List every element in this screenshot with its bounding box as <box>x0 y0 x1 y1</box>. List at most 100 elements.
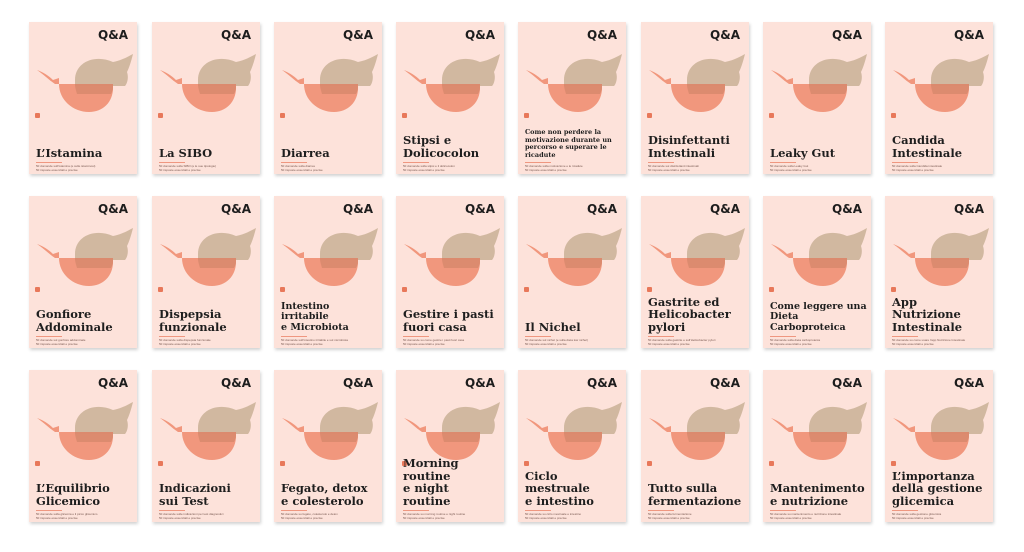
qa-badge: Q&A <box>343 202 373 216</box>
qa-cover-card[interactable]: Q&A Tutto sulla fermentazione 50 domande su… <box>641 370 749 522</box>
qa-cover-card[interactable]: Q&A Il Nichel 50 domande sul nichel (e sul… <box>518 196 626 348</box>
cover-title-line: sui Test <box>159 493 209 508</box>
cover-subtitle: 50 domande sulla SIBO (e le sue tipologi… <box>159 164 254 172</box>
speech-bubbles-icon <box>404 54 500 112</box>
cover-title: Candida Intestinale <box>892 119 989 159</box>
brand-mark-icon <box>891 287 896 292</box>
cover-subtitle-line: 50 domande sulla glicemia e il picco gli… <box>36 512 98 516</box>
qa-cover-card[interactable]: Q&A Ciclo mestruale e intestino 50 domande … <box>518 370 626 522</box>
brand-mark-icon <box>402 287 407 292</box>
cover-subtitle-line: 50 risposte essenziali e precise <box>36 342 78 346</box>
qa-cover-card[interactable]: Q&A Indicazioni sui Test 50 domande sulle i… <box>152 370 260 522</box>
brand-mark-icon <box>402 113 407 118</box>
speech-bubbles-icon <box>649 228 745 286</box>
brand-mark-icon <box>647 461 652 466</box>
brand-logo <box>647 113 652 118</box>
cover-title-line: Il Nichel <box>525 319 581 334</box>
speech-bubbles-icon <box>526 402 622 460</box>
brand-mark-icon <box>158 287 163 292</box>
speech-bubbles-icon <box>160 402 256 460</box>
cover-title-line: pylori <box>648 319 686 334</box>
brand-mark-icon <box>35 113 40 118</box>
qa-badge: Q&A <box>98 376 128 390</box>
brand-mark-icon <box>280 287 285 292</box>
qa-badge: Q&A <box>221 376 251 390</box>
brand-logo <box>647 287 652 292</box>
qa-cover-card[interactable]: Q&A Gastrite ed Helicobacter pylori 50 doman… <box>641 196 749 348</box>
cover-subtitle-line: 50 risposte essenziali e precise <box>770 342 812 346</box>
cover-title-line: e nutrizione <box>770 493 849 508</box>
cover-title-line: Addominale <box>36 319 113 334</box>
qa-cover-card[interactable]: Q&A Candida Intestinale 50 domande sulla Ca… <box>885 22 993 174</box>
qa-cover-card[interactable]: Q&A Dispepsia funzionale 50 domande sulla d… <box>152 196 260 348</box>
cover-title-line: Gastrite ed <box>648 294 720 309</box>
qa-cover-card[interactable]: Q&A App Nutrizione Intestinale 50 domande s… <box>885 196 993 348</box>
qa-badge: Q&A <box>465 376 495 390</box>
qa-cover-card[interactable]: Q&A Morning routine e night routine 50 doma… <box>396 370 504 522</box>
qa-cover-card[interactable]: Q&A Leaky Gut 50 domande sulla Leaky Gut 50… <box>763 22 871 174</box>
qa-cover-card[interactable]: Q&A L’Equilibrio Glicemico 50 domande sulla… <box>29 370 137 522</box>
brand-mark-icon <box>769 461 774 466</box>
qa-badge: Q&A <box>221 202 251 216</box>
divider <box>648 510 674 511</box>
brand-logo <box>769 461 774 466</box>
cover-title: Gonfiore Addominale <box>36 293 133 333</box>
qa-cover-card[interactable]: Q&A L’importanza della gestione glicemica 50… <box>885 370 993 522</box>
qa-cover-card[interactable]: Q&A Intestino irritabile e Microbiota 50 do… <box>274 196 382 348</box>
cover-title-line: Candida <box>892 133 945 147</box>
cover-subtitle-line: 50 domande sulla Leaky Gut <box>770 164 809 168</box>
cover-subtitle-line: 50 domande su ciclo mestruale e intestin… <box>525 512 582 516</box>
cover-title-line: Intestinali <box>648 145 716 160</box>
cover-title: Diarrea <box>281 119 378 159</box>
cover-subtitle-line: 50 domande sulle indicazioni per test di… <box>159 512 224 516</box>
cover-subtitle: 50 domande su come usare l'app Nutrizion… <box>892 338 987 346</box>
qa-cover-card[interactable]: Q&A Come non perdere la motivazione durant… <box>518 22 626 174</box>
divider <box>159 510 185 511</box>
cover-title: L’Equilibrio Glicemico <box>36 467 133 507</box>
brand-mark-icon <box>35 287 40 292</box>
qa-cover-card[interactable]: Q&A Disinfettanti Intestinali 50 domande su… <box>641 22 749 174</box>
cover-title-line: Intestino irritabile <box>281 300 330 322</box>
qa-cover-card[interactable]: Q&A Diarrea 50 domande sulla diarrea 50 ris… <box>274 22 382 174</box>
qa-badge: Q&A <box>343 28 373 42</box>
cover-subtitle-line: 50 risposte essenziali e precise <box>159 516 201 520</box>
qa-cover-card[interactable]: Q&A Gonfiore Addominale 50 domande sul gonf… <box>29 196 137 348</box>
brand-logo <box>891 461 896 466</box>
cover-title: Come leggere una Dieta Carboproteica <box>770 293 867 333</box>
speech-bubbles-icon <box>771 54 867 112</box>
brand-mark-icon <box>280 461 285 466</box>
cover-subtitle-line: 50 risposte essenziali e precise <box>525 516 567 520</box>
cover-subtitle-line: 50 domande sull'istamina (e sulle istami… <box>36 164 96 168</box>
qa-cover-card[interactable]: Q&A Mantenimento e nutrizione 50 domande su… <box>763 370 871 522</box>
cover-subtitle: 50 domande sulla dispepsia funzionale 50 … <box>159 338 254 346</box>
cover-subtitle: 50 domande sulla diarrea 50 risposte esse… <box>281 164 376 172</box>
brand-mark-icon <box>158 113 163 118</box>
qa-cover-card[interactable]: Q&A Come leggere una Dieta Carboproteica 50… <box>763 196 871 348</box>
speech-bubbles-icon <box>526 228 622 286</box>
qa-badge: Q&A <box>832 202 862 216</box>
speech-bubbles-icon <box>404 228 500 286</box>
brand-mark-icon <box>769 287 774 292</box>
qa-badge: Q&A <box>832 28 862 42</box>
cover-subtitle: 50 domande su fegato, colesterolo e deto… <box>281 512 376 520</box>
cover-subtitle: 50 domande sulla dieta carboproteica 50 r… <box>770 338 865 346</box>
qa-cover-card[interactable]: Q&A Fegato, detox e colesterolo 50 domande … <box>274 370 382 522</box>
cover-subtitle-line: 50 risposte essenziali e precise <box>648 342 690 346</box>
cover-subtitle: 50 domande su mantenimento e nutrizione … <box>770 512 865 520</box>
cover-title-line: Fegato, detox <box>281 481 368 495</box>
qa-cover-card[interactable]: Q&A Gestire i pasti fuori casa 50 domande s… <box>396 196 504 348</box>
qa-cover-card[interactable]: Q&A La SIBO 50 domande sulla SIBO (e le su… <box>152 22 260 174</box>
cover-title-line: motivazione durante un <box>525 135 612 144</box>
cover-subtitle-line: 50 domande su morning routine e night ro… <box>403 512 466 516</box>
cover-subtitle: 50 domande sul gonfiore addominale 50 ris… <box>36 338 131 346</box>
cover-subtitle-line: 50 risposte essenziali e precise <box>281 516 323 520</box>
brand-logo <box>35 287 40 292</box>
qa-cover-card[interactable]: Q&A L’Istamina 50 domande sull'istamina (e… <box>29 22 137 174</box>
brand-logo <box>280 287 285 292</box>
brand-logo <box>524 287 529 292</box>
cover-title: Disinfettanti Intestinali <box>648 119 745 159</box>
cover-title: App Nutrizione Intestinale <box>892 293 989 333</box>
qa-cover-card[interactable]: Q&A Stipsi e Dolicocolon 50 domande sulla s… <box>396 22 504 174</box>
cover-title: Mantenimento e nutrizione <box>770 467 867 507</box>
qa-badge: Q&A <box>710 376 740 390</box>
